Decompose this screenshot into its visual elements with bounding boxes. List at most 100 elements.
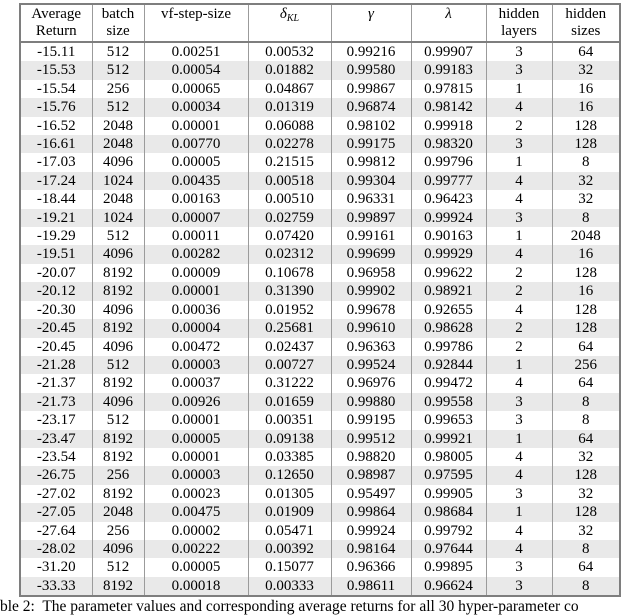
table-row: -27.05 2048 0.00475 0.01909 0.99864 0.98684 1 1… (19, 503, 621, 522)
table-cell: 2048 (91, 116, 145, 136)
table-cell: 0.99195 (330, 411, 412, 430)
table-cell: 8192 (91, 282, 145, 301)
table-cell: 0.00002 (143, 521, 249, 540)
table-cell: 0.02759 (247, 208, 332, 228)
table-cell: 0.99796 (410, 153, 487, 172)
table-cell: 2 (485, 319, 553, 338)
table-cell: -19.51 (19, 245, 93, 264)
table-cell: 16 (551, 98, 621, 117)
table-cell: 256 (91, 466, 145, 485)
table-cell: 0.09138 (247, 429, 332, 448)
table-cell: -26.75 (19, 466, 93, 485)
table-cell: 3 (485, 576, 553, 597)
table-cell: 0.98320 (410, 135, 487, 154)
table-cell: -15.76 (19, 98, 93, 117)
table-cell: 0.98142 (410, 98, 487, 117)
table-cell: 512 (91, 411, 145, 430)
table-cell: 0.25681 (247, 319, 332, 338)
table-row: -20.07 8192 0.00009 0.10678 0.96958 0.99622 2 1… (19, 263, 621, 283)
table-row: -23.54 8192 0.00001 0.03385 0.98820 0.98005 4 3… (19, 447, 621, 467)
table-cell: 64 (551, 429, 621, 448)
table-cell: 0.00435 (143, 171, 249, 191)
table-cell: 8 (551, 208, 621, 228)
table-cell: 0.02312 (247, 245, 332, 264)
column-header-lambda: λ (410, 4, 487, 43)
table-cell: 128 (551, 503, 621, 522)
table-cell: 0.00001 (143, 116, 249, 136)
table-cell: 0.99929 (410, 245, 487, 264)
column-header-batch-size: batch size (91, 4, 145, 43)
table-cell: -20.12 (19, 282, 93, 301)
table-cell: 0.00001 (143, 447, 249, 467)
table-cell: 0.99924 (330, 521, 412, 540)
table-cell: 8 (551, 576, 621, 597)
table-cell: 2048 (551, 227, 621, 246)
table-row: -15.76 512 0.00034 0.01319 0.96874 0.98142 4 16 (19, 98, 621, 117)
table-cell: 3 (485, 135, 553, 154)
table-cell: 2 (485, 116, 553, 136)
table-cell: 0.95497 (330, 484, 412, 504)
table-cell: 0.00011 (143, 227, 249, 246)
table-cell: 0.00037 (143, 374, 249, 393)
lambda-symbol: λ (445, 6, 452, 22)
table-row: -33.33 8192 0.00018 0.00333 0.98611 0.96624 3 8 (19, 576, 621, 597)
table-cell: 4096 (91, 153, 145, 172)
table-cell: 0.01305 (247, 484, 332, 504)
table-cell: 2 (485, 337, 553, 356)
table-cell: 32 (551, 484, 621, 504)
table-cell: 512 (91, 42, 145, 62)
table-cell: -21.37 (19, 374, 93, 393)
table-cell: 0.99880 (330, 392, 412, 412)
table-cell: 0.99512 (330, 429, 412, 448)
table-cell: 4 (485, 300, 553, 320)
table-cell: 3 (485, 392, 553, 412)
table-row: -19.51 4096 0.00282 0.02312 0.99699 0.99929 4 1… (19, 245, 621, 264)
table-cell: 0.00003 (143, 466, 249, 485)
table-cell: 4096 (91, 539, 145, 559)
table-cell: 16 (551, 79, 621, 99)
table-row: -15.54 256 0.00065 0.04867 0.99867 0.97815 1 16 (19, 79, 621, 99)
table-cell: 1 (485, 153, 553, 172)
delta-kl-symbol: δ (279, 6, 287, 22)
table-cell: 0.01952 (247, 300, 332, 320)
table-row: -27.02 8192 0.00023 0.01305 0.95497 0.99905 3 3… (19, 484, 621, 504)
table-cell: 8192 (91, 319, 145, 338)
table-row: -16.61 2048 0.00770 0.02278 0.99175 0.98320 3 1… (19, 135, 621, 154)
table-cell: 32 (551, 61, 621, 80)
table-cell: 1024 (91, 171, 145, 191)
table-cell: -15.11 (19, 42, 93, 62)
table-cell: 0.00251 (143, 42, 249, 62)
table-cell: 0.99653 (410, 411, 487, 430)
table-cell: 0.00333 (247, 576, 332, 597)
table-cell: 128 (551, 300, 621, 320)
table-cell: 256 (551, 355, 621, 375)
table-cell: -18.44 (19, 190, 93, 209)
table-cell: 0.00003 (143, 355, 249, 375)
table-cell: -19.29 (19, 227, 93, 246)
table-cell: 4 (485, 171, 553, 191)
header-line: hidden (498, 6, 540, 22)
table-cell: 0.98005 (410, 447, 487, 467)
table-cell: 512 (91, 61, 145, 80)
column-header-gamma: γ (330, 4, 412, 43)
table-cell: 4096 (91, 337, 145, 356)
table-cell: -20.45 (19, 319, 93, 338)
table-cell: 1024 (91, 208, 145, 228)
table-header: Average Return batch size vf-step-size δKL γ λ h… (19, 4, 621, 43)
table-cell: 8192 (91, 429, 145, 448)
table-cell: 0.99161 (330, 227, 412, 246)
table-cell: 4 (485, 539, 553, 559)
table-cell: -17.24 (19, 171, 93, 191)
table-cell: 0.98164 (330, 539, 412, 559)
column-header-hidden-layers: hidden layers (485, 4, 553, 43)
table-cell: 0.00018 (143, 576, 249, 597)
table-cell: 0.99524 (330, 355, 412, 375)
table-cell: 128 (551, 319, 621, 338)
table-cell: 0.00001 (143, 411, 249, 430)
table-cell: 0.99610 (330, 319, 412, 338)
table-cell: 0.00222 (143, 539, 249, 559)
table-cell: 0.00034 (143, 98, 249, 117)
table-row: -16.52 2048 0.00001 0.06088 0.98102 0.99918 2 1… (19, 116, 621, 136)
table-cell: 4 (485, 374, 553, 393)
table-cell: 8192 (91, 447, 145, 467)
